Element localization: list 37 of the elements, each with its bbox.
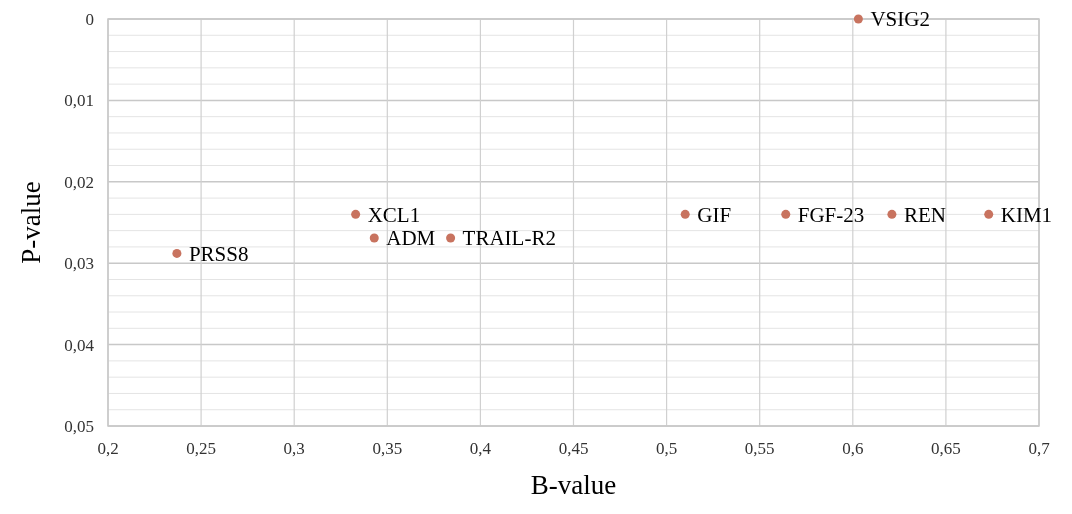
x-tick-label: 0,55 xyxy=(744,439,775,458)
point xyxy=(351,209,361,219)
y-axis-title: P-value xyxy=(16,181,46,264)
x-tick-label: 0,2 xyxy=(97,439,119,458)
point xyxy=(853,14,863,24)
point xyxy=(781,209,791,219)
annotation: XCL1 xyxy=(367,202,421,227)
annotation: KIM1 xyxy=(1000,202,1053,227)
x-axis-title: B-value xyxy=(530,470,617,500)
y-tick-label: 0 xyxy=(85,9,94,29)
point xyxy=(680,209,690,219)
point xyxy=(369,233,379,243)
annotation: GIF xyxy=(697,202,732,227)
x-tick-label: 0,6 xyxy=(842,439,864,458)
y-tick-label: 0,02 xyxy=(64,172,94,192)
annotation: TRAIL-R2 xyxy=(462,226,556,251)
x-tick-label: 0,65 xyxy=(931,439,961,458)
annotation: FGF-23 xyxy=(797,202,865,227)
point xyxy=(887,209,897,219)
annotation: VSIG2 xyxy=(870,7,930,32)
x-tick-label: 0,4 xyxy=(469,439,492,458)
y-tick-label: 0,03 xyxy=(64,254,94,274)
point xyxy=(446,233,456,243)
x-tick-label: 0,3 xyxy=(283,439,305,458)
y-tick-label: 0,04 xyxy=(64,335,95,355)
point xyxy=(172,248,182,258)
annotation: PRSS8 xyxy=(188,241,249,266)
x-tick-label: 0,45 xyxy=(558,439,589,458)
annotation: ADM xyxy=(386,226,436,251)
annotation: REN xyxy=(903,202,946,227)
x-tick-label: 0,25 xyxy=(186,439,216,458)
x-tick-label: 0,5 xyxy=(655,439,678,458)
x-tick-label: 0,7 xyxy=(1028,439,1051,458)
x-tick-label: 0,35 xyxy=(372,439,403,458)
y-tick-label: 0,01 xyxy=(64,91,94,111)
point xyxy=(984,209,994,219)
y-tick-label: 0,05 xyxy=(64,416,94,436)
